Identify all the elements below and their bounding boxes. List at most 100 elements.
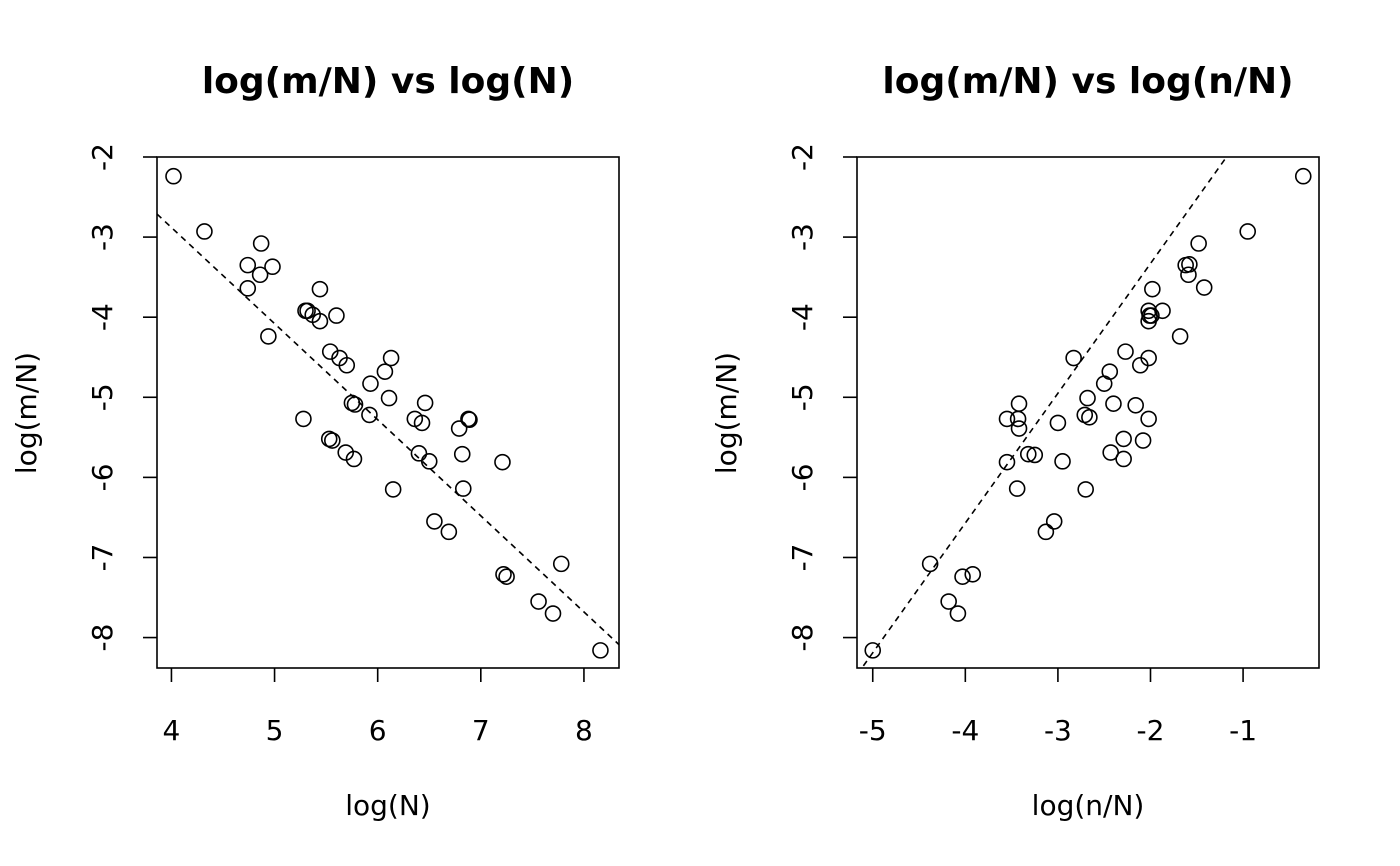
data-point [426, 513, 443, 530]
data-point [295, 410, 312, 428]
data-point [1115, 430, 1132, 448]
data-point [1195, 279, 1213, 296]
data-point [1026, 446, 1044, 464]
data-point [1008, 480, 1026, 497]
data-point [380, 389, 398, 407]
data-point [1294, 167, 1312, 185]
y-tick-label: -7 [86, 544, 119, 572]
x-tick-label: 7 [472, 714, 490, 747]
data-point [1140, 410, 1157, 428]
x-tick-label: 8 [575, 714, 593, 747]
data-point [264, 258, 281, 276]
data-point [940, 593, 957, 610]
data-point [450, 420, 468, 437]
data-point [998, 453, 1016, 471]
data-point [454, 480, 472, 497]
data-point [1010, 420, 1028, 437]
x-tick-label: -4 [951, 714, 979, 747]
data-point [530, 593, 547, 610]
y-tick-label: -2 [786, 143, 819, 171]
data-point [337, 444, 355, 461]
y-tick-label: -4 [86, 303, 119, 331]
data-point [440, 523, 458, 541]
data-point [321, 343, 339, 360]
data-point [311, 312, 329, 330]
data-point [324, 432, 341, 449]
data-point [1239, 223, 1257, 240]
data-point [1140, 312, 1157, 330]
data-point [328, 307, 345, 324]
data-point [1079, 389, 1096, 407]
y-tick-label: -6 [786, 463, 819, 491]
data-point [1144, 280, 1161, 298]
data-point [1117, 343, 1134, 360]
data-point [338, 356, 356, 374]
data-point [1081, 409, 1098, 426]
y-tick-label: -2 [86, 143, 119, 171]
y-tick-label: -5 [786, 383, 819, 411]
data-point [453, 445, 471, 463]
data-point [165, 167, 182, 185]
data-point [954, 568, 971, 585]
data-point [495, 565, 512, 583]
x-tick-label: -5 [859, 714, 887, 747]
data-point [252, 235, 270, 252]
data-point [1019, 445, 1037, 463]
x-tick-label: -3 [1044, 714, 1072, 747]
data-point [1171, 328, 1189, 345]
data-point [1065, 349, 1082, 367]
data-point [239, 280, 257, 297]
plot-frame [856, 156, 1320, 669]
data-point [552, 555, 570, 573]
data-point [376, 363, 394, 380]
data-point [413, 414, 431, 432]
data-point [311, 280, 329, 298]
data-point [949, 605, 967, 622]
x-tick-label: 5 [266, 714, 284, 747]
x-axis-label: log(N) [345, 789, 430, 822]
x-tick-label: 4 [163, 714, 181, 747]
data-point [544, 605, 562, 622]
y-tick-label: -7 [786, 544, 819, 572]
data-point [1054, 453, 1071, 470]
data-point [382, 349, 400, 367]
data-point [964, 565, 982, 583]
data-point [498, 568, 515, 585]
data-point [320, 430, 338, 448]
x-axis-label: log(n/N) [1032, 789, 1145, 822]
y-tick-label: -8 [86, 624, 119, 652]
y-tick-label: -3 [786, 223, 819, 251]
data-point [1077, 481, 1094, 498]
data-point [239, 256, 257, 274]
data-point [1009, 410, 1027, 428]
y-tick-label: -4 [786, 303, 819, 331]
data-point [345, 450, 363, 468]
plot-frame [156, 156, 620, 669]
x-tick-label: -2 [1137, 714, 1165, 747]
data-point [1132, 356, 1149, 374]
data-point [361, 406, 378, 424]
y-tick-label: -5 [86, 383, 119, 411]
data-point [410, 445, 428, 462]
data-point [343, 394, 361, 412]
data-point [1181, 256, 1198, 273]
data-point [1045, 513, 1063, 530]
chart-title: log(m/N) vs log(N) [202, 61, 574, 102]
data-point [384, 481, 402, 498]
data-point [592, 642, 609, 659]
data-point [494, 453, 511, 471]
panel-log-n: log(m/N) vs log(N) log(N) log(m/N) 4 5 6 7 8… [10, 61, 620, 822]
data-point [1102, 444, 1119, 461]
data-point [1115, 450, 1132, 468]
data-point [1180, 266, 1197, 284]
x-tick-label: 6 [369, 714, 387, 747]
data-point [1037, 523, 1055, 541]
data-point [346, 396, 364, 413]
data-point [1095, 375, 1113, 392]
data-point [420, 453, 438, 470]
y-axis-label: log(m/N) [710, 352, 743, 474]
reference-line [860, 157, 1228, 668]
data-point [1134, 432, 1152, 449]
data-point [196, 223, 213, 240]
